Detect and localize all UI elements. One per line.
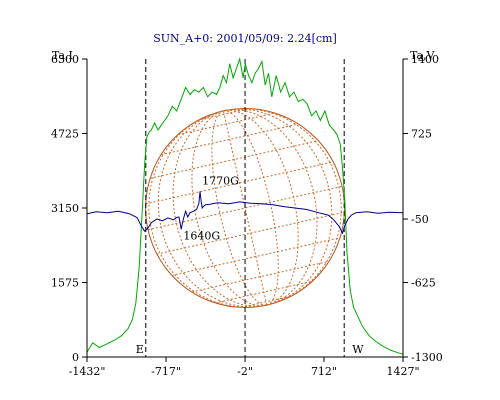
y-right-tick-label: -50 — [411, 213, 429, 226]
longitude-line — [223, 108, 342, 306]
longitude-line — [222, 110, 268, 306]
y-right-axis-label: Ta,V — [410, 49, 436, 62]
west-limb-label: W — [352, 343, 364, 356]
x-tick-label: -2" — [237, 365, 253, 378]
y-left-tick-label: 6300 — [51, 53, 79, 66]
latitude-line — [240, 295, 292, 308]
y-left-axis-label: Ta,I — [52, 49, 73, 62]
series-line-polarization — [86, 191, 404, 235]
x-tick-label: 712" — [311, 365, 337, 378]
x-tick-label: -1432" — [69, 365, 106, 378]
longitude-line — [211, 110, 267, 306]
longitude-line — [223, 109, 318, 306]
longitude-line — [157, 110, 267, 308]
longitude-line — [223, 108, 333, 306]
y-right-tick-label: 1400 — [411, 53, 439, 66]
chart-title: SUN_A+0: 2001/05/09: 2.24[cm] — [153, 32, 337, 45]
y-left-tick-label: 4725 — [51, 128, 79, 141]
axis-ticks: -1432" -717" -2" 712" 1427" 0 1575 3150 4725 6300… — [51, 53, 443, 378]
y-left-tick-label: 1575 — [51, 277, 79, 290]
x-tick-label: -717" — [151, 365, 181, 378]
data-series — [86, 57, 404, 355]
y-right-tick-label: -1300 — [411, 351, 443, 364]
latitude-line — [199, 108, 250, 121]
y-left-tick-label: 3150 — [51, 202, 79, 215]
longitude-line — [191, 110, 267, 307]
annotations: 1770G 1640G — [183, 174, 239, 242]
longitude-line — [223, 109, 299, 306]
x-tick-label: 1427" — [386, 365, 419, 378]
latitude-line — [171, 237, 341, 276]
y-right-tick-label: 725 — [411, 128, 432, 141]
y-left-tick-label: 0 — [72, 351, 79, 364]
longitude-line — [148, 110, 267, 308]
latitude-line — [160, 123, 299, 156]
longitude-line — [223, 110, 279, 306]
y-right-tick-label: -625 — [411, 277, 436, 290]
annotation-label: 1640G — [183, 230, 220, 243]
east-limb-label: E — [136, 343, 144, 356]
annotation-label: 1770G — [202, 174, 239, 187]
series-line-intensity — [86, 57, 404, 355]
